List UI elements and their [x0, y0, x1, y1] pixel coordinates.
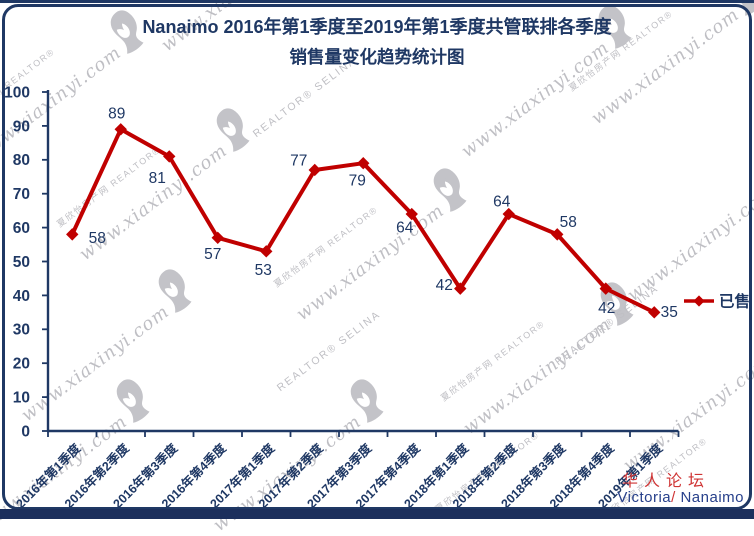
data-point-marker	[454, 282, 467, 295]
watermark-cluster: 夏欣怡房产网 REALTOR® www.xiaxinyi.com	[54, 89, 262, 265]
y-axis-tick-label: 20	[13, 356, 30, 373]
data-point-marker	[648, 306, 661, 319]
watermark-cluster: 夏欣怡房产网 REALTOR® www.xiaxinyi.com	[0, 0, 156, 167]
footer-branding: 华人论坛 Victoria/ Nanaimo	[617, 473, 744, 506]
data-point-label: 89	[108, 106, 125, 123]
data-point-marker	[114, 123, 127, 136]
data-point-label: 57	[204, 246, 221, 263]
agent-silhouette-logo	[350, 379, 384, 424]
data-point-marker	[502, 207, 515, 221]
data-point-marker	[357, 156, 370, 170]
data-point-label: 81	[149, 170, 166, 187]
data-point-marker	[551, 228, 564, 241]
data-point-marker	[599, 282, 612, 295]
forum-name: 华人论坛	[621, 471, 710, 491]
y-axis-tick-label: 70	[13, 186, 30, 203]
legend-label: 已售	[719, 291, 750, 310]
footer-location-slash: /	[671, 489, 676, 507]
agent-silhouette-logo	[158, 269, 192, 314]
y-axis-tick-label: 60	[13, 220, 30, 237]
watermark-cluster: www.xiaxinyi.com	[196, 370, 396, 536]
y-axis-tick-label: 40	[13, 288, 30, 305]
data-point-label: 64	[493, 193, 511, 210]
agent-silhouette-logo	[433, 168, 467, 213]
data-point-label: 42	[598, 300, 615, 317]
footer-location-city1: Victoria	[617, 489, 672, 507]
y-axis-tick-label: 0	[21, 423, 30, 440]
top-border-line	[0, 0, 754, 3]
agent-silhouette-logo	[110, 10, 144, 55]
data-point-label: 64	[396, 219, 414, 236]
chart-title: Nanaimo 2016年第1季度至2019年第1季度共管联排各季度 销售量变化…	[0, 12, 754, 72]
data-point-label: 53	[255, 262, 272, 279]
bottom-border-bar	[0, 509, 754, 519]
data-point-label: 35	[661, 304, 678, 321]
data-point-marker	[66, 228, 79, 241]
y-axis-tick-label: 30	[13, 322, 30, 339]
data-point-label: 42	[436, 277, 453, 294]
data-point-marker	[260, 245, 273, 258]
watermark-cluster: www.xiaxinyi.com	[0, 370, 162, 536]
y-axis-tick-label: 80	[13, 152, 30, 169]
data-point-marker	[405, 207, 418, 221]
watermark-cluster: www.xiaxinyi.com	[444, 0, 644, 162]
y-axis-tick-label: 50	[13, 254, 30, 271]
data-point-label: 58	[89, 230, 106, 247]
chart-title-line2: 销售量变化趋势统计图	[289, 47, 465, 67]
agent-silhouette-logo	[598, 5, 632, 50]
legend-diamond-icon	[693, 295, 705, 307]
data-point-label: 58	[560, 214, 577, 231]
data-point-marker	[163, 150, 176, 163]
data-point-marker	[308, 163, 321, 177]
agent-silhouette-logo	[600, 282, 634, 327]
data-point-label: 79	[349, 173, 366, 190]
agent-silhouette-logo	[216, 108, 250, 153]
watermark-cluster: 夏欣怡房产网 REALTOR® www.xiaxinyi.com	[438, 263, 646, 439]
watermark-cluster: www.xiaxinyi.com	[4, 260, 204, 426]
data-point-marker	[211, 231, 224, 244]
line-chart: 01020304050607080901002016年第1季度2016年第2季度…	[4, 84, 750, 511]
data-point-label: 77	[290, 152, 307, 169]
agent-silhouette-logo	[728, 0, 754, 17]
footer-location-city2: Nanaimo	[675, 489, 744, 507]
y-axis-tick-label: 90	[13, 118, 30, 135]
footer-location: Victoria/ Nanaimo	[617, 490, 744, 506]
watermark-cluster: 夏欣怡房产网 REALTOR® www.xiaxinyi.com	[566, 0, 754, 129]
chart-title-line1: Nanaimo 2016年第1季度至2019年第1季度共管联排各季度	[142, 17, 612, 37]
agent-silhouette-logo	[116, 379, 150, 424]
y-axis-tick-label: 10	[13, 390, 30, 407]
y-axis-tick-label: 100	[4, 84, 30, 101]
watermark-cluster: 夏欣怡房产网 REALTOR® www.xiaxinyi.com	[271, 149, 479, 325]
